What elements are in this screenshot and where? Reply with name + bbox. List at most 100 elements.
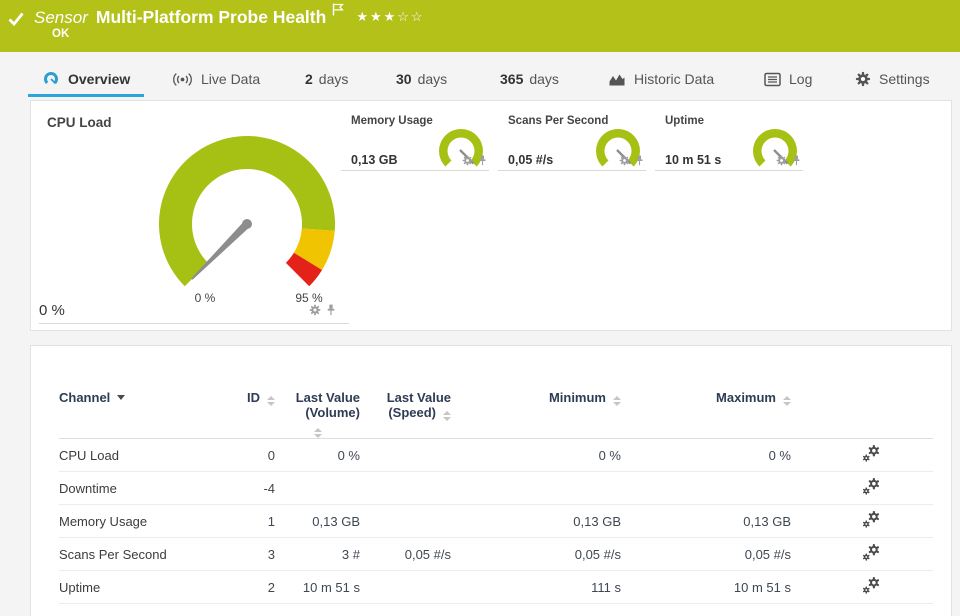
- table-row-downtime[interactable]: Downtime -4: [59, 472, 933, 505]
- column-header-minimum[interactable]: Minimum: [451, 384, 621, 439]
- mini-gauge-value: 10 m 51 s: [665, 153, 722, 167]
- channel-id-cell: 3: [267, 546, 275, 562]
- channel-settings-gears-icon[interactable]: [862, 477, 881, 496]
- tab-live-data[interactable]: Live Data: [172, 66, 260, 92]
- sensor-status-text: OK: [52, 28, 70, 40]
- gauge-pin-icon[interactable]: [792, 155, 801, 166]
- mini-gauge-scans-per-second: Scans Per Second 0,05 #/s: [498, 109, 646, 171]
- mini-gauge-title: Scans Per Second: [508, 115, 609, 127]
- channel-settings-gears-icon[interactable]: [862, 543, 881, 562]
- tab-settings-label: Settings: [879, 71, 930, 87]
- cpu-load-gauge: [159, 136, 336, 287]
- last-value-volume-cell: 0,13 GB: [312, 513, 360, 529]
- channel-id-cell: 1: [267, 513, 275, 529]
- channel-settings-gears-icon[interactable]: [862, 510, 881, 529]
- mini-gauge-title: Memory Usage: [351, 115, 433, 127]
- table-row-scans-per-second[interactable]: Scans Per Second 3 3 # 0,05 #/s 0,05 #/s…: [59, 538, 933, 571]
- minimum-cell: 0,13 GB: [573, 513, 621, 529]
- channel-name-cell: CPU Load: [59, 447, 119, 463]
- table-row-cpu-load[interactable]: CPU Load 0 0 % 0 % 0 %: [59, 439, 933, 472]
- column-header-label: Last Value: [386, 390, 451, 405]
- mini-gauge: [596, 129, 640, 167]
- sort-arrows-icon: [783, 396, 791, 406]
- tab-overview[interactable]: Overview: [28, 66, 145, 97]
- log-list-icon: [764, 72, 781, 86]
- gauge-icon: [44, 72, 58, 85]
- column-header-label: Last Value: [295, 390, 360, 405]
- channel-name-cell: Scans Per Second: [59, 546, 167, 562]
- sort-arrows-icon: [267, 396, 275, 406]
- channel-id-cell: -4: [263, 480, 275, 496]
- gauges-card: CPU Load 0 % 95 % 0 % Memory Usage: [30, 100, 952, 331]
- column-header-label: ID: [247, 390, 260, 405]
- channel-id-cell: 2: [267, 579, 275, 595]
- table-row-memory-usage[interactable]: Memory Usage 1 0,13 GB 0,13 GB 0,13 GB: [59, 505, 933, 538]
- tab-live-data-label: Live Data: [201, 71, 261, 87]
- gauge-settings-gear-icon[interactable]: [619, 155, 630, 166]
- channel-name-cell: Memory Usage: [59, 513, 148, 529]
- gauge-settings-gear-icon[interactable]: [776, 155, 787, 166]
- column-header-label: Minimum: [548, 390, 606, 405]
- mini-gauge-title: Uptime: [665, 115, 704, 127]
- minimum-cell: 111 s: [591, 579, 621, 595]
- minimum-cell: 0,05 #/s: [574, 546, 621, 562]
- cpu-load-current-value: 0 %: [39, 302, 65, 319]
- table-row-uptime[interactable]: Uptime 2 10 m 51 s 111 s 10 m 51 s: [59, 571, 933, 604]
- tab-historic-data-label: Historic Data: [634, 71, 715, 87]
- tab-log[interactable]: Log: [764, 66, 812, 92]
- minimum-cell: [451, 472, 621, 505]
- gauge-pin-icon[interactable]: [326, 304, 336, 316]
- tab-2-days[interactable]: 2 days: [305, 66, 348, 92]
- column-header-last-value-speed[interactable]: Last Value (Speed): [360, 384, 451, 439]
- gauge-pin-icon[interactable]: [635, 155, 644, 166]
- channel-name-cell: Uptime: [59, 579, 101, 595]
- channel-settings-gears-icon[interactable]: [862, 444, 881, 463]
- status-ok-check-icon: [8, 12, 24, 31]
- tab-overview-label: Overview: [68, 71, 131, 87]
- flag-icon[interactable]: [332, 3, 345, 16]
- last-value-speed-cell: 0,05 #/s: [404, 546, 451, 562]
- column-header-id[interactable]: ID: [221, 384, 275, 439]
- tab-historic-data[interactable]: Historic Data: [608, 66, 714, 92]
- mini-gauge-value: 0,13 GB: [351, 153, 398, 167]
- last-value-speed-cell: [360, 472, 451, 505]
- tab-settings[interactable]: Settings: [855, 66, 930, 92]
- tab-30-days[interactable]: 30 days: [396, 66, 447, 92]
- column-header-last-value-volume[interactable]: Last Value (Volume): [275, 384, 360, 439]
- tab-bar: Overview Live Data 2 days 30 days 365 da…: [0, 52, 960, 97]
- channel-id-cell: 0: [267, 447, 275, 463]
- gauge-settings-gear-icon[interactable]: [309, 304, 321, 316]
- cpu-load-gauge-title: CPU Load: [47, 115, 112, 130]
- last-value-volume-cell: [275, 472, 360, 505]
- gauge-scale-start-label: 0 %: [194, 291, 216, 305]
- area-chart-icon: [609, 74, 625, 85]
- tab-365-days-unit: days: [529, 71, 559, 87]
- column-header-maximum[interactable]: Maximum: [621, 384, 791, 439]
- mini-gauge-memory-usage: Memory Usage 0,13 GB: [341, 109, 489, 171]
- cpu-cell-divider: [39, 323, 349, 324]
- sort-arrows-icon: [313, 428, 322, 438]
- column-header-channel[interactable]: Channel: [59, 384, 221, 439]
- last-value-speed-cell: [360, 505, 451, 538]
- channel-table-card: Channel ID Last Value (Volume) Last Valu…: [30, 345, 952, 616]
- column-header-label: (Volume): [305, 405, 360, 420]
- column-header-label: (Speed): [388, 405, 436, 420]
- sort-arrows-icon: [443, 411, 451, 421]
- gauge-pin-icon[interactable]: [478, 155, 487, 166]
- gauge-settings-gear-icon[interactable]: [462, 155, 473, 166]
- maximum-cell: 10 m 51 s: [733, 579, 791, 595]
- sensor-title: Multi-Platform Probe Health: [95, 7, 327, 27]
- broadcast-icon: [173, 72, 192, 86]
- stars-filled: ★★★: [356, 9, 398, 24]
- channel-settings-gears-icon[interactable]: [862, 576, 881, 595]
- sort-arrows-icon: [613, 396, 621, 406]
- tab-2-days-unit: days: [318, 71, 349, 87]
- gear-icon: [855, 71, 871, 87]
- tab-365-days[interactable]: 365 days: [500, 66, 559, 92]
- gauge-needle: [191, 221, 250, 280]
- maximum-cell: [621, 472, 791, 505]
- tab-log-label: Log: [789, 71, 813, 87]
- channel-table: Channel ID Last Value (Volume) Last Valu…: [59, 384, 933, 604]
- priority-stars[interactable]: ★★★☆☆: [356, 9, 424, 25]
- mini-gauge: [753, 129, 797, 167]
